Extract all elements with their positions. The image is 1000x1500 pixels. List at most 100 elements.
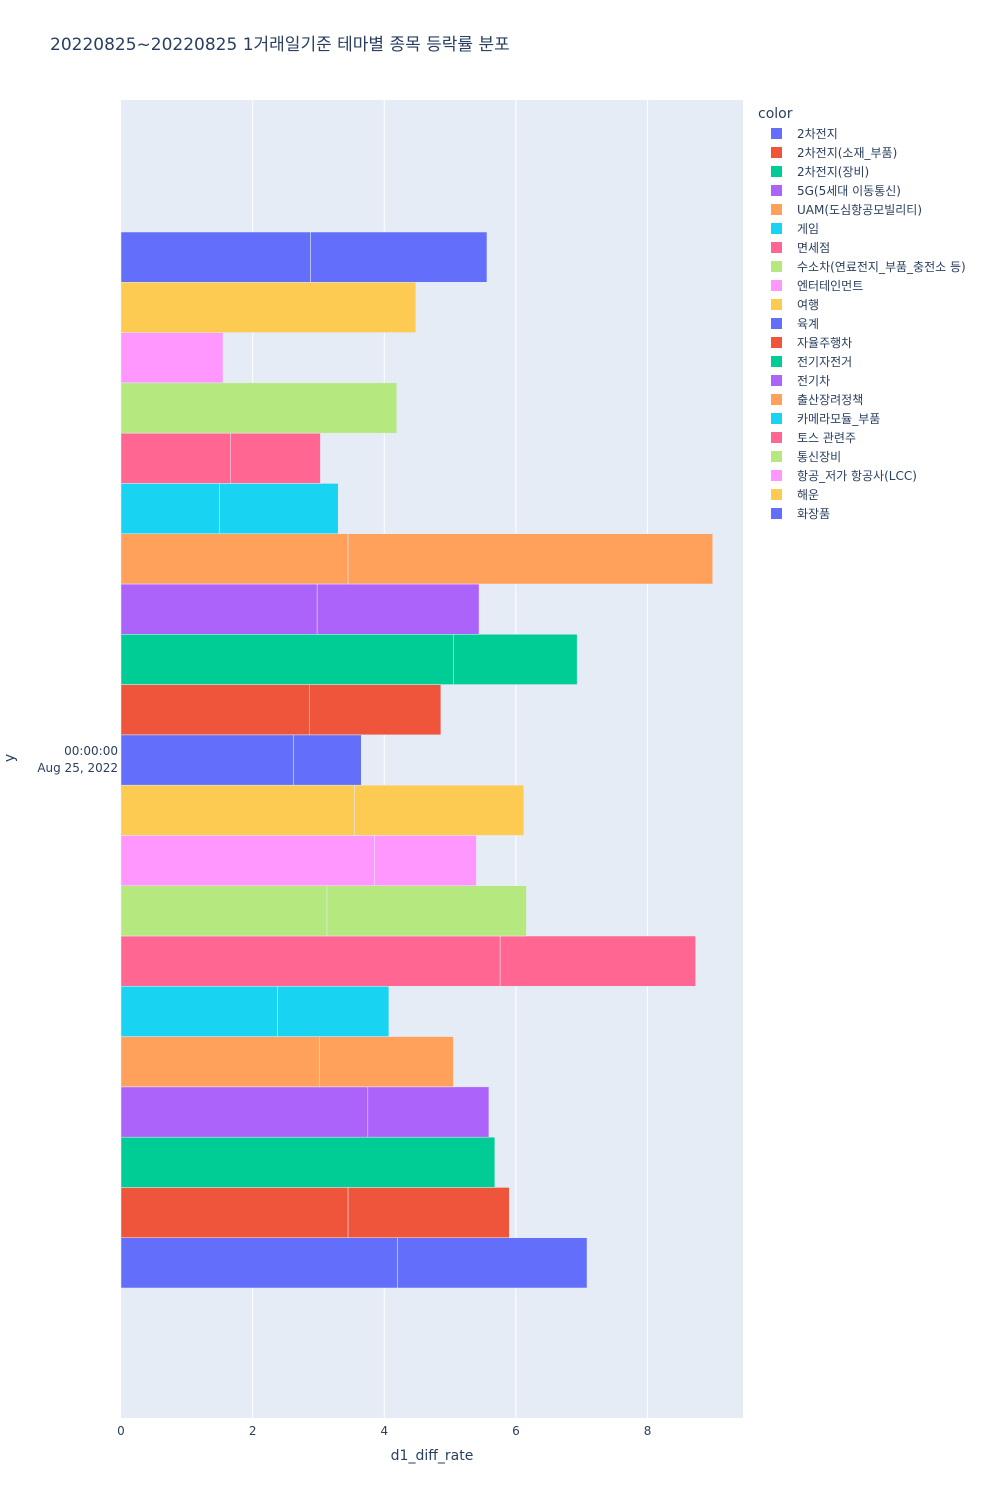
- legend-item-2차전지[interactable]: 2차전지: [758, 124, 998, 143]
- legend-item-2차전지-장비[interactable]: 2차전지(장비): [758, 162, 998, 181]
- chart-title: 20220825~20220825 1거래일기준 테마별 종목 등락률 분포: [50, 35, 510, 55]
- legend-label: UAM(도심항공모빌리티): [797, 203, 923, 217]
- y-tick-label-date: Aug 25, 2022: [37, 761, 118, 775]
- bar-항공-저가-항공사-lcc-segment-1[interactable]: [120, 332, 224, 384]
- legend-label: 전기자전거: [797, 355, 853, 369]
- bars: [120, 231, 713, 1289]
- x-tick-label-4: 4: [380, 1424, 388, 1438]
- bar-2차전지-소재-부품-segment-2[interactable]: [347, 1187, 510, 1238]
- y-axis-title: y: [2, 754, 18, 762]
- bar-uam-도심항공모빌리티-segment-1[interactable]: [120, 1036, 321, 1088]
- legend-swatch: [771, 318, 782, 329]
- bar-육계-segment-1[interactable]: [120, 734, 294, 786]
- bar-5g-5세대-이동통신-segment-1[interactable]: [120, 1086, 369, 1138]
- legend-label: 카메라모듈_부품: [797, 412, 881, 426]
- legend-swatch: [771, 204, 782, 215]
- legend-item-화장품[interactable]: 화장품: [758, 504, 998, 523]
- bar-게임-segment-2[interactable]: [277, 986, 390, 1037]
- legend-item-2차전지-소재-부품[interactable]: 2차전지(소재_부품): [758, 143, 998, 162]
- legend-swatch: [771, 394, 782, 405]
- bar-수소차-연료전지-부품-충전소-등-segment-1[interactable]: [120, 885, 328, 937]
- legend-item-여행[interactable]: 여행: [758, 295, 998, 314]
- legend-label: 수소차(연료전지_부품_충전소 등): [797, 260, 966, 274]
- bar-여행-segment-1[interactable]: [120, 784, 355, 836]
- bar-전기차-segment-1[interactable]: [120, 583, 318, 635]
- bar-전기차-segment-2[interactable]: [316, 583, 480, 635]
- bar-자율주행차-segment-2[interactable]: [308, 684, 442, 736]
- legend-label: 면세점: [797, 241, 831, 255]
- bar-엔터테인먼트-segment-2[interactable]: [374, 835, 477, 886]
- legend-label: 엔터테인먼트: [797, 279, 864, 293]
- legend-item-게임[interactable]: 게임: [758, 219, 998, 238]
- legend-swatch: [771, 470, 782, 481]
- legend-item-엔터테인먼트[interactable]: 엔터테인먼트: [758, 276, 998, 295]
- legend-item-자율주행차[interactable]: 자율주행차: [758, 333, 998, 352]
- bar-2차전지-segment-2[interactable]: [397, 1237, 588, 1289]
- bar-통신장비-segment-1[interactable]: [120, 382, 398, 434]
- bar-카메라모듈-부품-segment-2[interactable]: [219, 483, 339, 534]
- bar-uam-도심항공모빌리티-segment-2[interactable]: [319, 1036, 454, 1088]
- bar-해운-segment-1[interactable]: [120, 282, 417, 333]
- legend: color 2차전지 2차전지(소재_부품) 2차전지(장비) 5G(5세대 이동통신…: [758, 104, 998, 523]
- bar-육계-segment-2[interactable]: [293, 734, 362, 786]
- legend-item-항공-저가-항공사-lcc[interactable]: 항공_저가 항공사(LCC): [758, 466, 998, 485]
- bar-화장품-segment-1[interactable]: [120, 231, 311, 283]
- bar-자율주행차-segment-1[interactable]: [120, 684, 310, 736]
- bar-5g-5세대-이동통신-segment-2[interactable]: [367, 1086, 490, 1138]
- bar-토스-관련주-segment-2[interactable]: [230, 432, 321, 484]
- legend-item-면세점[interactable]: 면세점: [758, 238, 998, 257]
- legend-label: 전기차: [797, 374, 831, 388]
- legend-item-전기차[interactable]: 전기차: [758, 371, 998, 390]
- legend-label: 화장품: [797, 507, 831, 521]
- legend-swatch: [771, 432, 782, 443]
- bar-전기자전거-segment-2[interactable]: [453, 634, 578, 685]
- bar-2차전지-소재-부품-segment-1[interactable]: [120, 1187, 349, 1238]
- legend-item-uam-도심항공모빌리티[interactable]: UAM(도심항공모빌리티): [758, 200, 998, 219]
- legend-label: 2차전지(장비): [797, 165, 870, 179]
- legend-item-카메라모듈-부품[interactable]: 카메라모듈_부품: [758, 409, 998, 428]
- bar-2차전지-장비-segment-1[interactable]: [120, 1136, 496, 1188]
- legend-swatch: [771, 128, 782, 139]
- legend-item-통신장비[interactable]: 통신장비: [758, 447, 998, 466]
- legend-swatch: [771, 299, 782, 310]
- legend-item-5g-5세대-이동통신[interactable]: 5G(5세대 이동통신): [758, 181, 998, 200]
- legend-item-해운[interactable]: 해운: [758, 485, 998, 504]
- bar-화장품-segment-2[interactable]: [310, 231, 488, 283]
- bar-수소차-연료전지-부품-충전소-등-segment-2[interactable]: [326, 885, 527, 937]
- legend-swatch: [771, 223, 782, 234]
- legend-label: 자율주행차: [797, 336, 853, 350]
- x-tick-label-0: 0: [117, 1424, 125, 1438]
- legend-swatch: [771, 337, 782, 348]
- bar-2차전지-segment-1[interactable]: [120, 1237, 398, 1289]
- legend-label: 육계: [797, 317, 820, 331]
- bar-토스-관련주-segment-1[interactable]: [120, 432, 231, 484]
- legend-swatch: [771, 280, 782, 291]
- legend-label: 출산장려정책: [797, 393, 864, 407]
- bar-여행-segment-2[interactable]: [354, 784, 525, 836]
- legend-items: 2차전지 2차전지(소재_부품) 2차전지(장비) 5G(5세대 이동통신) UAM(도…: [758, 124, 998, 523]
- bar-출산장려정책-segment-1[interactable]: [120, 533, 349, 585]
- legend-item-수소차-연료전지-부품-충전소-등[interactable]: 수소차(연료전지_부품_충전소 등): [758, 257, 998, 276]
- bar-면세점-segment-2[interactable]: [499, 935, 696, 987]
- legend-item-토스-관련주[interactable]: 토스 관련주: [758, 428, 998, 447]
- legend-label: 토스 관련주: [797, 431, 857, 445]
- bar-엔터테인먼트-segment-1[interactable]: [120, 835, 375, 886]
- x-axis-title: d1_diff_rate: [391, 1448, 474, 1464]
- legend-item-전기자전거[interactable]: 전기자전거: [758, 352, 998, 371]
- legend-swatch: [771, 185, 782, 196]
- bar-카메라모듈-부품-segment-1[interactable]: [120, 483, 220, 534]
- legend-label: 게임: [797, 222, 820, 236]
- bar-전기자전거-segment-1[interactable]: [120, 634, 454, 685]
- legend-swatch: [771, 147, 782, 158]
- legend-label: 5G(5세대 이동통신): [797, 184, 901, 198]
- legend-swatch: [771, 261, 782, 272]
- bar-출산장려정책-segment-2[interactable]: [347, 533, 713, 585]
- bar-게임-segment-1[interactable]: [120, 986, 278, 1037]
- legend-label: 항공_저가 항공사(LCC): [797, 469, 917, 483]
- legend-label: 통신장비: [797, 450, 842, 464]
- bar-면세점-segment-1[interactable]: [120, 935, 501, 987]
- legend-item-육계[interactable]: 육계: [758, 314, 998, 333]
- legend-item-출산장려정책[interactable]: 출산장려정책: [758, 390, 998, 409]
- legend-swatch: [771, 356, 782, 367]
